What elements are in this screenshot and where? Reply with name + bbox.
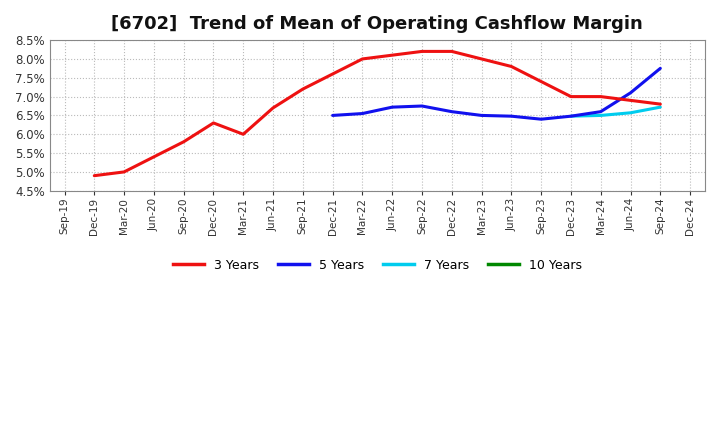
Title: [6702]  Trend of Mean of Operating Cashflow Margin: [6702] Trend of Mean of Operating Cashfl… (112, 15, 643, 33)
Legend: 3 Years, 5 Years, 7 Years, 10 Years: 3 Years, 5 Years, 7 Years, 10 Years (173, 259, 582, 272)
